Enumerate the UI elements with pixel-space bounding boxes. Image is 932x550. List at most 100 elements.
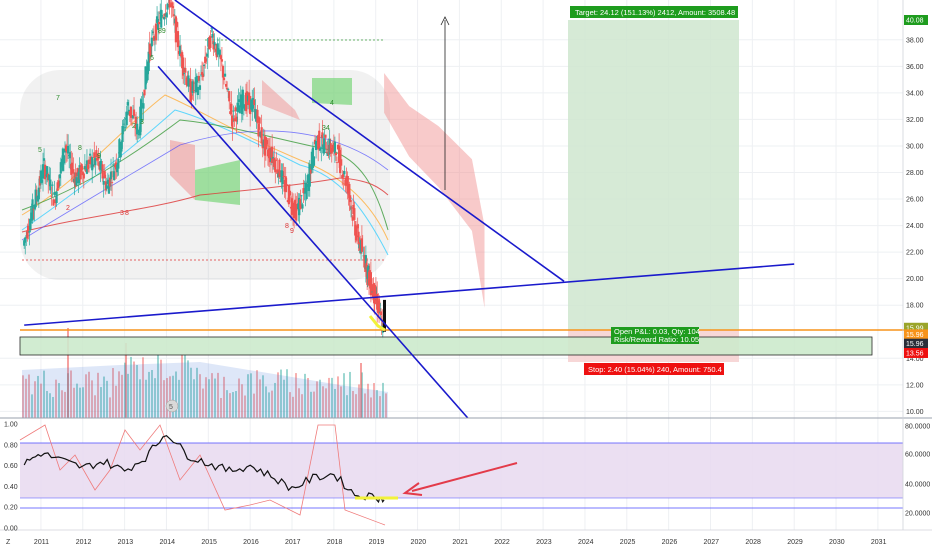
time-tick: 2025 bbox=[620, 539, 636, 546]
candle-body bbox=[189, 78, 192, 102]
price-tick: 20.00 bbox=[906, 276, 924, 283]
price-tick: 28.00 bbox=[906, 170, 924, 177]
volume-bar bbox=[73, 387, 75, 418]
volume-bar bbox=[118, 371, 120, 418]
candle-body bbox=[37, 187, 40, 200]
candle-body bbox=[320, 147, 323, 149]
volume-bar bbox=[199, 374, 201, 418]
pnl-label-box[interactable] bbox=[611, 327, 699, 344]
candle-body bbox=[355, 235, 358, 238]
candle-body bbox=[314, 141, 318, 151]
candle-body bbox=[221, 65, 225, 78]
candle-body bbox=[101, 164, 104, 179]
volume-bar bbox=[307, 378, 309, 418]
volume-bar bbox=[58, 383, 60, 418]
candle-body bbox=[257, 123, 260, 137]
volume-bar bbox=[151, 370, 153, 418]
candle-body bbox=[376, 304, 379, 312]
candle-body bbox=[165, 13, 168, 18]
candle-body bbox=[281, 171, 284, 185]
trendline[interactable] bbox=[24, 263, 795, 326]
annotation-arrow[interactable] bbox=[411, 462, 518, 492]
candle-body bbox=[265, 139, 269, 145]
open-pnl-label: Open P&L: 0.03, Qty: 104 bbox=[614, 327, 700, 336]
candle-body bbox=[129, 106, 132, 118]
target-label-box[interactable] bbox=[570, 6, 738, 18]
price-tick: 18.00 bbox=[906, 303, 924, 310]
volume-bar bbox=[157, 354, 159, 418]
volume-bar bbox=[112, 368, 114, 418]
price-tick: 14.00 bbox=[906, 356, 924, 363]
yellow-highlight-price bbox=[368, 315, 386, 332]
price-tick: 38.00 bbox=[906, 37, 924, 44]
candle-body bbox=[220, 59, 224, 62]
trendline[interactable] bbox=[157, 65, 469, 419]
volume-bar bbox=[142, 357, 144, 418]
volume-badge[interactable] bbox=[165, 399, 179, 413]
candle-body bbox=[44, 164, 47, 180]
time-axis[interactable]: 2011 2012 2013 2014 2015 2016 2017 2018 2019 2020… bbox=[34, 539, 887, 546]
candle-body bbox=[379, 311, 383, 316]
candle-body bbox=[67, 146, 70, 154]
candle-body bbox=[161, 15, 164, 17]
volume-bar bbox=[268, 392, 270, 418]
volume-bar bbox=[283, 379, 285, 418]
time-tick: 2012 bbox=[76, 539, 92, 546]
candle-body bbox=[271, 146, 274, 164]
candle-body bbox=[172, 14, 175, 16]
time-tick: 2029 bbox=[787, 539, 803, 546]
volume-bar bbox=[385, 393, 387, 418]
volume-bar bbox=[316, 381, 318, 418]
time-tick: 2016 bbox=[243, 539, 259, 546]
td-mark: 4 bbox=[330, 100, 334, 107]
candle-body bbox=[166, 3, 169, 10]
candle-body bbox=[131, 115, 135, 119]
candle-body bbox=[241, 89, 244, 109]
candle-body bbox=[231, 115, 234, 129]
volume-bar bbox=[241, 384, 243, 418]
candle-body bbox=[120, 141, 123, 152]
volume-bar bbox=[235, 391, 237, 418]
candle-body bbox=[357, 231, 360, 245]
osc-right-tick: 20.0000 bbox=[905, 511, 930, 518]
volume-bar bbox=[178, 379, 180, 418]
volume-bar bbox=[331, 377, 333, 418]
td-mark: 8 bbox=[125, 210, 129, 217]
volume-bar bbox=[193, 379, 195, 418]
candle-body bbox=[200, 72, 204, 75]
volume-bar bbox=[313, 391, 315, 418]
volume-bar bbox=[211, 373, 213, 418]
candle-body bbox=[62, 155, 66, 164]
osc-left-tick: 1.00 bbox=[4, 422, 18, 429]
price-tag bbox=[904, 329, 928, 340]
volume-bar bbox=[196, 367, 198, 418]
support-box[interactable] bbox=[19, 336, 873, 356]
candle-body bbox=[80, 164, 83, 170]
price-tag bbox=[904, 347, 928, 358]
candle-body bbox=[156, 18, 160, 30]
candle-body bbox=[71, 162, 74, 172]
candle-body bbox=[196, 86, 199, 96]
candle-body bbox=[210, 27, 213, 29]
candle-body bbox=[150, 37, 153, 47]
td-mark: 2 bbox=[66, 205, 70, 212]
volume-ma-area bbox=[22, 362, 388, 418]
target-zone[interactable] bbox=[568, 20, 739, 330]
candle-body bbox=[34, 189, 37, 208]
candle-body bbox=[136, 123, 139, 135]
trendlines[interactable] bbox=[24, 0, 795, 419]
volume-bar bbox=[289, 392, 291, 418]
volume-bar bbox=[85, 374, 87, 418]
volume-bars bbox=[22, 328, 388, 418]
candle-body bbox=[28, 231, 31, 233]
oscillator-right-axis[interactable]: 80.0000 60.0000 40.0000 20.0000 bbox=[905, 424, 930, 518]
candle-body bbox=[300, 195, 303, 197]
price-tick: 36.00 bbox=[906, 64, 924, 71]
oscillator-left-axis[interactable]: 1.00 0.80 0.60 0.40 0.20 0.00 bbox=[4, 422, 18, 533]
candle-body bbox=[53, 192, 56, 195]
stop-label-box[interactable] bbox=[584, 363, 724, 375]
trendline[interactable] bbox=[174, 0, 565, 282]
candle-body bbox=[26, 230, 29, 239]
